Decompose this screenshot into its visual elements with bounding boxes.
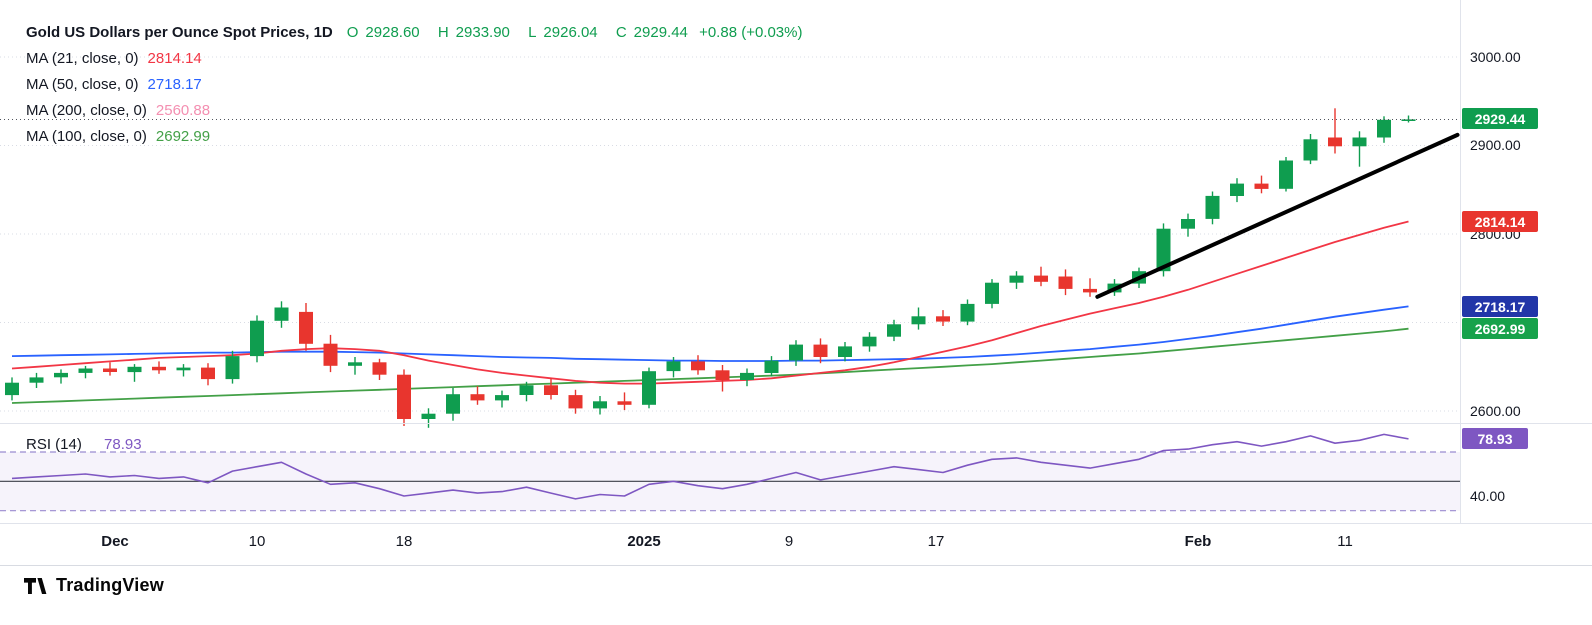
legend-row-ma100[interactable]: MA (100, close, 0) 2692.99 <box>26 128 211 145</box>
legend-row-ma200[interactable]: MA (200, close, 0) 2560.88 <box>26 102 211 119</box>
price-axis[interactable]: 3000.00 2900.00 2800.00 2600.00 40.00 29… <box>1460 0 1592 523</box>
time-label-17: 17 <box>927 533 945 550</box>
badge-ma21: 2814.14 <box>1462 211 1538 232</box>
ohlc-high: H 2933.90 <box>437 24 510 41</box>
legend-row-ma50[interactable]: MA (50, close, 0) 2718.17 <box>26 76 202 93</box>
ohlc-values: O 2928.60 H 2933.90 L 2926.04 C 2929.44 +0.8… <box>333 24 803 42</box>
time-label-10: 10 <box>248 533 266 550</box>
price-axis-label: 2900.00 <box>1470 137 1521 153</box>
symbol-title: Gold US Dollars per Ounce Spot Prices, 1… <box>26 24 333 41</box>
time-label-9: 9 <box>784 533 794 550</box>
price-axis-label: 2600.00 <box>1470 403 1521 419</box>
badge-ma100: 2692.99 <box>1462 318 1538 339</box>
price-chart-canvas[interactable] <box>0 0 1592 566</box>
time-label-11: 11 <box>1337 533 1353 550</box>
tradingview-logo[interactable]: TradingView <box>24 575 164 596</box>
badge-rsi: 78.93 <box>1462 428 1528 449</box>
badge-ma50: 2718.17 <box>1462 296 1538 317</box>
badge-last-price: 2929.44 <box>1462 108 1538 129</box>
time-label-18: 18 <box>395 533 413 550</box>
legend-title-row[interactable]: Gold US Dollars per Ounce Spot Prices, 1… <box>26 24 802 42</box>
price-axis-label: 3000.00 <box>1470 49 1521 65</box>
brand-name: TradingView <box>56 575 164 595</box>
rsi-label: RSI (14) <box>26 436 82 453</box>
time-label-feb: Feb <box>1184 533 1212 550</box>
time-axis[interactable]: Dec 10 18 2025 9 17 Feb 11 <box>0 524 1460 566</box>
ohlc-low: L 2926.04 <box>528 24 598 41</box>
tradingview-icon <box>24 577 47 594</box>
rsi-legend[interactable]: RSI (14) 78.93 <box>26 436 142 454</box>
time-label-2025: 2025 <box>627 533 661 550</box>
time-label-dec: Dec <box>101 533 129 550</box>
legend: Gold US Dollars per Ounce Spot Prices, 1… <box>26 24 802 146</box>
ohlc-close: C 2929.44 <box>615 24 688 41</box>
ohlc-open: O 2928.60 <box>346 24 420 41</box>
rsi-last-value: 78.93 <box>104 436 142 453</box>
ohlc-change: +0.88 (+0.03%) <box>699 24 803 41</box>
legend-row-ma21[interactable]: MA (21, close, 0) 2814.14 <box>26 50 202 67</box>
rsi-axis-label: 40.00 <box>1470 488 1506 504</box>
